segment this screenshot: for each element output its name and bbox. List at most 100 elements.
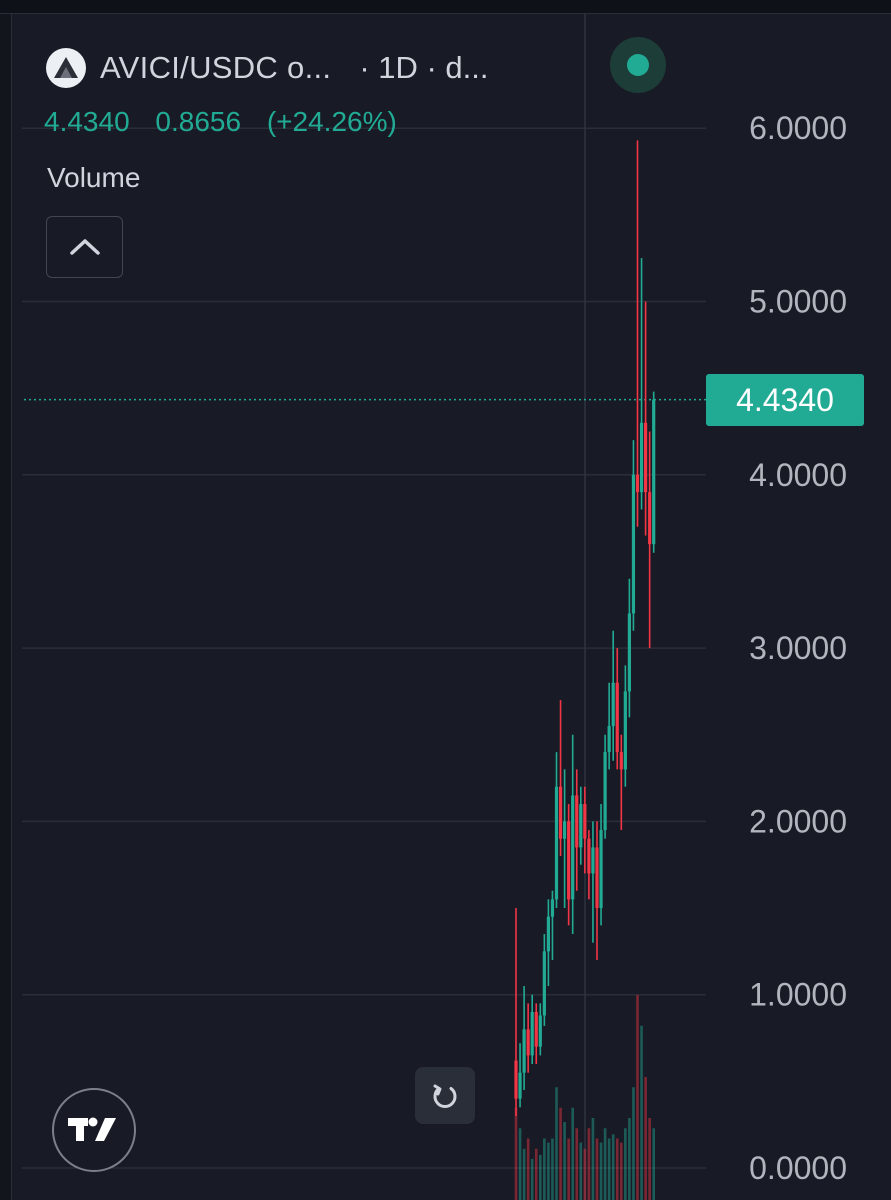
volume-bar xyxy=(599,1142,603,1200)
chevron-up-icon xyxy=(69,239,100,255)
volume-bar xyxy=(575,1128,579,1200)
candle-body xyxy=(538,1015,542,1047)
price-change-percent: (+24.26%) xyxy=(266,106,397,137)
volume-bar xyxy=(583,1148,587,1200)
volume-bar xyxy=(603,1128,607,1200)
candle-body xyxy=(639,422,644,493)
volume-bar xyxy=(563,1122,566,1200)
volume-bar xyxy=(518,1128,522,1200)
volume-bar xyxy=(567,1138,570,1200)
y-tick-label: 1.0000 xyxy=(749,977,847,1013)
volume-bar xyxy=(526,1138,530,1200)
candle-body xyxy=(567,821,571,900)
candle-body xyxy=(615,682,619,753)
candlesticks xyxy=(514,140,656,1117)
volume-bar xyxy=(628,1118,631,1200)
y-tick-label: 6.0000 xyxy=(749,110,847,146)
volume-bar xyxy=(547,1142,550,1200)
volume-bar xyxy=(534,1148,538,1200)
volume-bar xyxy=(644,1077,647,1200)
volume-bar xyxy=(640,1025,643,1200)
timeframe-label[interactable]: · 1D · d... xyxy=(359,50,489,85)
candle-body xyxy=(627,613,631,692)
volume-bar xyxy=(624,1128,627,1200)
volume-bar xyxy=(611,1134,615,1200)
last-price: 4.4340 xyxy=(44,106,130,137)
volume-bar xyxy=(559,1107,562,1200)
volume-bar xyxy=(652,1128,655,1200)
top-toolbar xyxy=(0,0,891,14)
volume-bar xyxy=(587,1128,591,1200)
volume-bar xyxy=(607,1138,611,1200)
candle-body xyxy=(530,1012,534,1056)
candle-body xyxy=(631,474,636,614)
avici-logo-icon xyxy=(46,48,86,88)
volume-bar xyxy=(522,1148,526,1200)
price-axis[interactable]: 0.0000 1.0000 2.0000 3.0000 4.0000 5.0000 6.00… xyxy=(749,110,847,1186)
y-tick-label: 3.0000 xyxy=(749,630,847,666)
candle-body xyxy=(546,916,550,952)
candle-body xyxy=(563,821,567,839)
collapse-indicators-button[interactable] xyxy=(46,216,123,278)
y-tick-label: 4.0000 xyxy=(749,457,847,493)
reset-chart-icon xyxy=(433,1084,457,1108)
volume-bar xyxy=(648,1118,651,1200)
last-price-label: 4.4340 xyxy=(706,374,864,426)
price-change: 0.8656 xyxy=(155,106,242,137)
tradingview-logo-icon[interactable] xyxy=(52,1088,136,1172)
candle-body xyxy=(550,899,555,917)
volume-bar xyxy=(579,1142,583,1200)
candle-body xyxy=(635,474,640,493)
volume-bar xyxy=(615,1138,619,1200)
chart-grid xyxy=(22,127,706,1169)
candle-body xyxy=(611,682,615,727)
volume-bar xyxy=(543,1138,546,1200)
candle-body xyxy=(571,795,575,900)
volume-bar xyxy=(591,1118,595,1200)
symbol-title[interactable]: AVICI/USDC o... xyxy=(100,50,332,85)
candle-body xyxy=(595,847,599,909)
candle-body xyxy=(534,1012,538,1047)
volume-bar xyxy=(551,1138,554,1200)
candle-body xyxy=(554,786,559,900)
candle-body xyxy=(575,795,579,848)
candle-body xyxy=(583,804,587,839)
candle-body xyxy=(542,951,546,1016)
candle-body xyxy=(526,1029,530,1056)
volume-bar xyxy=(636,995,639,1200)
market-open-dot-icon xyxy=(627,54,649,76)
candle-body xyxy=(623,691,627,770)
volume-bars xyxy=(514,995,655,1200)
candle-body xyxy=(607,726,611,753)
candle-body xyxy=(518,1072,522,1099)
volume-bar xyxy=(555,1087,558,1200)
volume-bar xyxy=(539,1154,542,1200)
left-drawing-toolbar[interactable] xyxy=(0,14,12,1200)
candle-body xyxy=(587,838,591,874)
volume-bar xyxy=(632,1087,635,1200)
volume-bar xyxy=(571,1107,574,1200)
volume-bar xyxy=(530,1159,534,1200)
candle-body xyxy=(603,752,607,831)
y-tick-label: 2.0000 xyxy=(749,803,847,839)
candle-body xyxy=(579,804,583,848)
volume-bar xyxy=(514,1107,518,1200)
candle-body xyxy=(591,847,595,874)
candle-body xyxy=(558,786,563,839)
candle-body xyxy=(514,1060,518,1099)
candle-body xyxy=(648,492,652,545)
candle-body xyxy=(619,752,623,770)
quote-line: 4.4340 0.8656 (+24.26%) xyxy=(44,106,415,138)
candle-body xyxy=(644,422,648,493)
reset-chart-button[interactable] xyxy=(415,1067,475,1124)
y-tick-label: 0.0000 xyxy=(749,1150,847,1186)
y-tick-label: 5.0000 xyxy=(749,284,847,320)
symbol-header[interactable]: AVICI/USDC o... · 1D · d... xyxy=(46,46,489,90)
candle-body xyxy=(599,830,603,909)
market-status-indicator[interactable] xyxy=(610,37,666,93)
volume-bar xyxy=(620,1142,623,1200)
volume-bar xyxy=(595,1138,599,1200)
candle-body xyxy=(652,399,656,545)
volume-indicator-label[interactable]: Volume xyxy=(47,162,141,193)
